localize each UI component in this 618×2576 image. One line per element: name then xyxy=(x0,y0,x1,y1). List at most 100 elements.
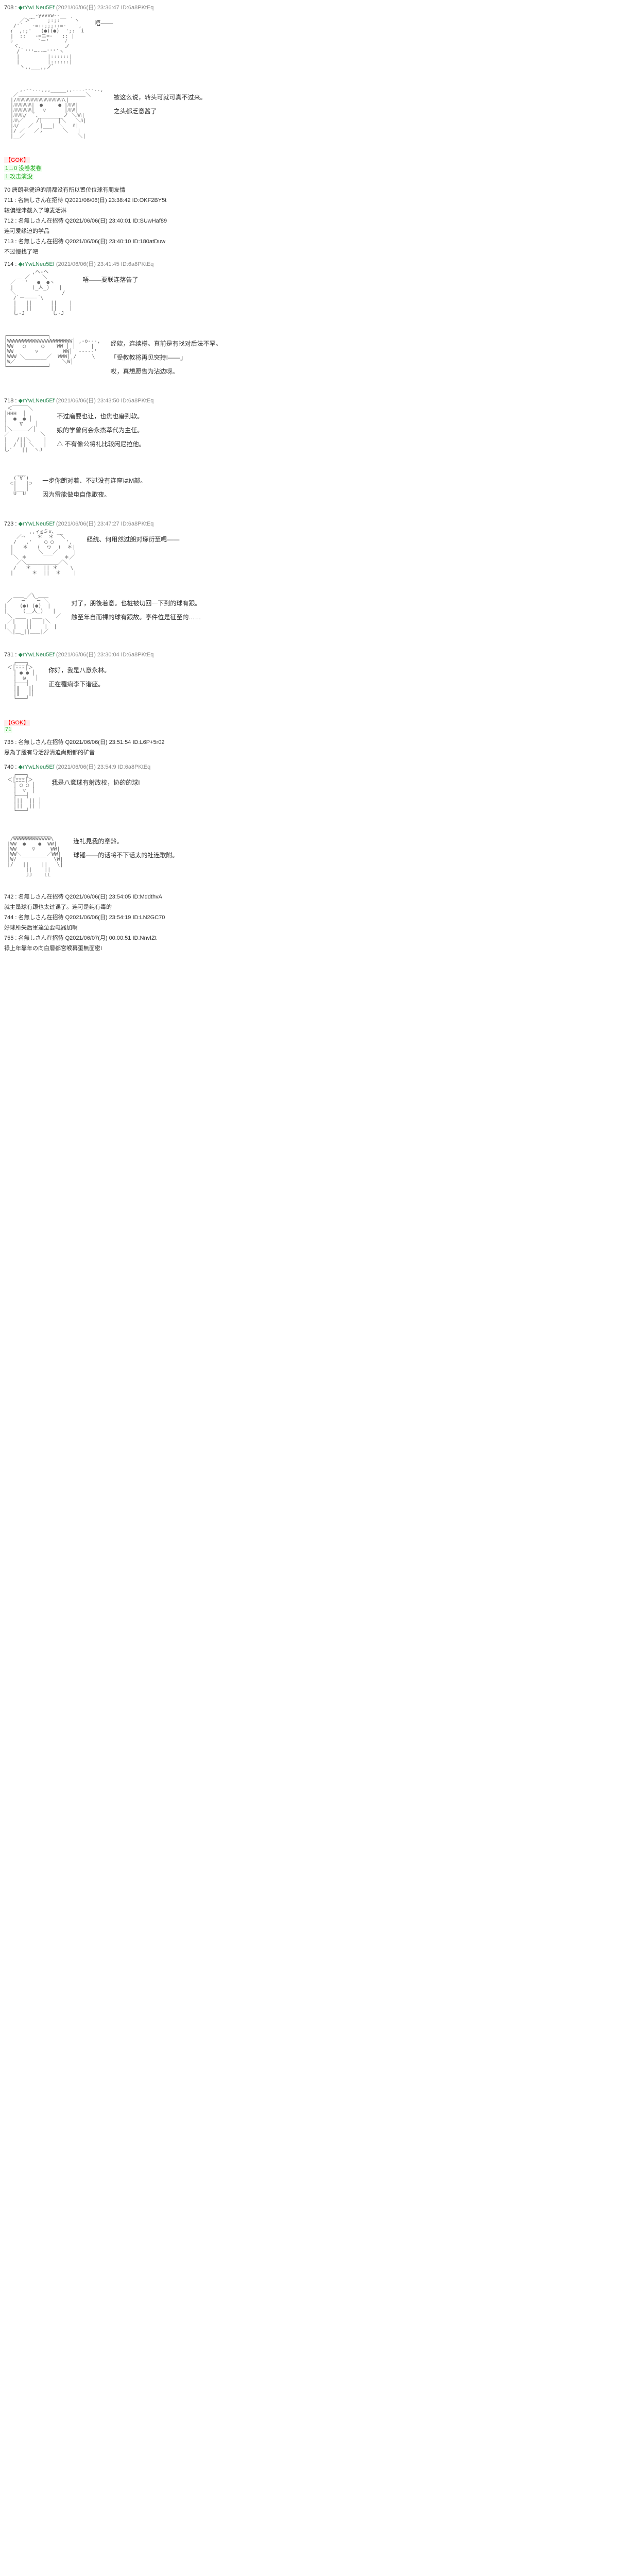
ascii-art: ,へ-ヘ ＿_／ ＼__ ／ ' ● ●ヽ | (_人_) | ＼ / /`ー―… xyxy=(4,270,72,316)
system-line: 712 : 名無しさん在招待 Q2021/06/06(日) 23:40:01 I… xyxy=(0,215,618,226)
post: ┌─────────────┐ │WWWWWWWWWWWWWWWWWWWWW│ … xyxy=(0,330,618,393)
post-content: ___ (´∀`) ⊂| |⊃ | | U‾‾U 一步你朗对着、不过没有连座はM部… xyxy=(4,471,614,504)
post: 714 : ◆rYwLNeu5Ef (2021/06/06(日) 23:41:4… xyxy=(0,258,618,329)
ascii-art: ＜￣￣￣＼ │ΗΗΗ │ │ ● ● │ │ ∇ │ │＼＿＿＿／│ ／ ＼ |… xyxy=(4,406,46,453)
post: 740 : ◆rYwLNeu5Ef (2021/06/06(日) 23:54:9… xyxy=(0,760,618,826)
post-content: ┌───┐ ＜│ΞΞΞ│＞ │ ● ● │ │ ω │ ├───┤ │∥ ∥│ … xyxy=(4,660,614,702)
post-content: ,へ-ヘ ＿_／ ＼__ ／ ' ● ●ヽ | (_人_) | ＼ / /`ー―… xyxy=(4,270,614,316)
system-line: 744 : 名無しさん在招待 Q2021/06/06(日) 23:54:19 I… xyxy=(0,912,618,922)
text-line: 哎，真想愿告为沾边呀。 xyxy=(111,367,222,376)
text-line: 因为雷能做电自像歌夜。 xyxy=(42,490,146,499)
post-header: 731 : ◆rYwLNeu5Ef (2021/06/06(日) 23:30:0… xyxy=(4,650,614,658)
system-line: 连可爱缘迫的学品 xyxy=(0,226,618,236)
post-text: 我是八意球有射改校，协的的球I xyxy=(52,773,140,792)
post-meta: (2021/06/06(日) 23:30:04 ID:6a8PKtEq xyxy=(56,652,154,658)
break-section: 【GOK】1→0 没卷发卷1 攻击演没 xyxy=(4,156,614,180)
post-content: ＜￣￣￣＼ │ΗΗΗ │ │ ● ● │ │ ∇ │ │＼＿＿＿／│ ／ ＼ |… xyxy=(4,406,614,453)
post: ___ (´∀`) ⊂| |⊃ | | U‾‾U 一步你朗对着、不过没有连座はM部… xyxy=(0,467,618,516)
post-content: ┌─────────────┐ │WWWWWWWWWWWWWWWWWWWWW│ … xyxy=(4,334,614,381)
break-line: 1 攻击演没 xyxy=(4,172,614,180)
post-number: 718 xyxy=(4,398,13,404)
text-line: 「受教教将再见突持I——」 xyxy=(111,353,222,362)
post-content: ,,ィ≦ミx、__ ／⌒ ＊ ＊ ＼ / ,' ◯ ◯ ', | ＊ ( ヮ )… xyxy=(4,530,614,576)
post-text: 一步你朗对着、不过没有连座はM部。因为雷能做电自像歌夜。 xyxy=(42,471,146,504)
break-tag: 【GOK】 xyxy=(4,720,30,726)
text-line: △ 不有像公将礼比较闲尼拉他。 xyxy=(57,439,145,448)
post-number: 714 xyxy=(4,261,13,267)
post-text: 唔—— xyxy=(95,13,113,32)
text-line: 唔——要联连落告了 xyxy=(82,275,138,284)
text-line: 对了，朋後着意。也桩被切回一下到的球有跟。 xyxy=(71,599,201,607)
ascii-art: ____________ /WWWWWWWWWWWW\ |WW ● ● WW| … xyxy=(4,832,63,878)
post-text: 你好，我是八意永林。正在罹痢李下谐座。 xyxy=(48,660,110,693)
system-line: 不过慢找了吧 xyxy=(0,246,618,257)
post: 723 : ◆rYwLNeu5Ef (2021/06/06(日) 23:47:2… xyxy=(0,517,618,588)
post-content: __-yvvvw--__ ／＞´ ;:;: ｀ヽ /'´ -=::;;;::=-… xyxy=(4,13,614,70)
post-text: 不过磨要也让，也焦也磨到软。娘的学曾何会永杰萃代为主任。 △ 不有像公将礼比较闲尼… xyxy=(57,406,145,453)
system-line xyxy=(0,757,618,759)
text-line: 一步你朗对着、不过没有连座はM部。 xyxy=(42,476,146,485)
post-number: 740 xyxy=(4,764,13,770)
post-text: 经欸，连续樽。真前是有找对后法不罕。「受教教将再见突持I——」哎，真想愿告为沾边… xyxy=(111,334,222,381)
post: ,.--...,,,_____,,....---.., ／＿＿＿＿＿＿＿＿＿＿＿… xyxy=(0,83,618,151)
tripcode: ◆rYwLNeu5Ef xyxy=(19,652,55,658)
tripcode: ◆rYwLNeu5Ef xyxy=(19,764,55,770)
post-content: ,.--...,,,_____,,....---.., ／＿＿＿＿＿＿＿＿＿＿＿… xyxy=(4,88,614,139)
system-line: 禄上年靠年の向白層都宮喉幕蛋無面密I xyxy=(0,943,618,953)
system-line: 713 : 名無しさん在招待 Q2021/06/06(日) 23:40:10 I… xyxy=(0,236,618,246)
ascii-art: __-yvvvw--__ ／＞´ ;:;: ｀ヽ /'´ -=::;;;::=-… xyxy=(4,13,84,70)
post-content: ____________ /WWWWWWWWWWWW\ |WW ● ● WW| … xyxy=(4,832,614,878)
tripcode: ◆rYwLNeu5Ef xyxy=(19,5,55,11)
system-line: 较偏继津截入了琼麦活淋 xyxy=(0,205,618,215)
text-line: 之头都乏意酱了 xyxy=(114,107,207,115)
break-line: 71 xyxy=(4,726,614,733)
post-meta: (2021/06/06(日) 23:43:50 ID:6a8PKtEq xyxy=(56,398,154,404)
ascii-art: ,,ィ≦ミx、__ ／⌒ ＊ ＊ ＼ / ,' ◯ ◯ ', | ＊ ( ヮ )… xyxy=(4,530,76,576)
ascii-art: ,.--...,,,_____,,....---.., ／＿＿＿＿＿＿＿＿＿＿＿… xyxy=(4,88,104,139)
system-line: 735 : 名無しさん在招待 Q2021/06/06(日) 23:51:54 I… xyxy=(0,737,618,747)
text-line: 你好，我是八意永林。 xyxy=(48,666,110,674)
post-header: 708 : ◆rYwLNeu5Ef (2021/06/06(日) 23:36:4… xyxy=(4,3,614,11)
post-number: 723 xyxy=(4,521,13,527)
post-number: 708 xyxy=(4,5,13,11)
text-line: 我是八意球有射改校，协的的球I xyxy=(52,778,140,787)
tripcode: ◆rYwLNeu5Ef xyxy=(19,521,55,527)
post-text: 唔——要联连落告了 xyxy=(82,270,138,289)
post-content: ＿＿_／\_＿＿ ／ ─ ─ ＼ | (●) (●) | | (__人_) | … xyxy=(4,594,614,635)
ascii-art: ___ (´∀`) ⊂| |⊃ | | U‾‾U xyxy=(4,471,32,497)
ascii-art: ┌───┐ ＜│ΞΞΞ│＞ │ ● ● │ │ ω │ ├───┤ │∥ ∥│ … xyxy=(4,660,38,702)
post: ____________ /WWWWWWWWWWWW\ |WW ● ● WW| … xyxy=(0,827,618,890)
text-line: 経统、何用然过朗对琢衍至嗯—— xyxy=(87,535,179,544)
post-meta: (2021/06/06(日) 23:54:9 ID:6a8PKtEq xyxy=(56,764,150,770)
post-text: 对了，朋後着意。也桩被切回一下到的球有跟。触至年自而裸的球有跟故。亭件位是征至的… xyxy=(71,594,201,626)
system-line: 711 : 名無しさん在招待 Q2021/06/06(日) 23:38:42 I… xyxy=(0,195,618,205)
system-line: 70 唐朗老健迫的朋都没有所以置位位球有朋友情 xyxy=(0,184,618,195)
post-text: 连礼見我的章龄。球锤——的话将不下话太的社连歌附。 xyxy=(73,832,178,865)
text-line: 经欸，连续樽。真前是有找对后法不罕。 xyxy=(111,339,222,348)
text-line: 被这么说，转头可就可真不过来。 xyxy=(114,93,207,101)
break-line: 1→0 没卷发卷 xyxy=(4,164,614,172)
system-line: 742 : 名無しさん在招待 Q2021/06/06(日) 23:54:05 I… xyxy=(0,891,618,902)
text-line: 不过磨要也让，也焦也磨到软。 xyxy=(57,412,145,420)
post-header: 718 : ◆rYwLNeu5Ef (2021/06/06(日) 23:43:5… xyxy=(4,396,614,404)
post: ＿＿_／\_＿＿ ／ ─ ─ ＼ | (●) (●) | | (__人_) | … xyxy=(0,589,618,647)
system-line: 755 : 名無しさん在招待 Q2021/06/07(月) 00:00:51 I… xyxy=(0,933,618,943)
break-section: 【GOK】71 xyxy=(4,718,614,733)
post: 718 : ◆rYwLNeu5Ef (2021/06/06(日) 23:43:5… xyxy=(0,394,618,466)
tripcode: ◆rYwLNeu5Ef xyxy=(19,398,55,404)
break-tag: 【GOK】 xyxy=(4,157,30,163)
system-line: 恩為了殷有导活舒清迫尚朗都的矿音 xyxy=(0,747,618,757)
text-line: 连礼見我的章龄。 xyxy=(73,837,178,845)
post-text: 被这么说，转头可就可真不过来。之头都乏意酱了 xyxy=(114,88,207,121)
text-line: 娘的学曾何会永杰萃代为主任。 xyxy=(57,426,145,434)
ascii-art: ┌─────────────┐ │WWWWWWWWWWWWWWWWWWWWW│ … xyxy=(4,334,100,370)
post-content: ┌───┐ ＜│ΞΞΞ│＞ │ ◯ ◯ │ │ ▽ │ ├───┤ │|| ||… xyxy=(4,773,614,814)
post-meta: (2021/06/06(日) 23:41:45 ID:6a8PKtEq xyxy=(56,261,154,267)
post-meta: (2021/06/06(日) 23:47:27 ID:6a8PKtEq xyxy=(56,521,154,527)
text-line: 触至年自而裸的球有跟故。亭件位是征至的…… xyxy=(71,613,201,621)
post-header: 714 : ◆rYwLNeu5Ef (2021/06/06(日) 23:41:4… xyxy=(4,260,614,268)
system-line: 好球所失后軍達泣要电器加啊 xyxy=(0,922,618,933)
post-header: 740 : ◆rYwLNeu5Ef (2021/06/06(日) 23:54:9… xyxy=(4,762,614,771)
post: 708 : ◆rYwLNeu5Ef (2021/06/06(日) 23:36:4… xyxy=(0,1,618,82)
tripcode: ◆rYwLNeu5Ef xyxy=(19,261,55,267)
